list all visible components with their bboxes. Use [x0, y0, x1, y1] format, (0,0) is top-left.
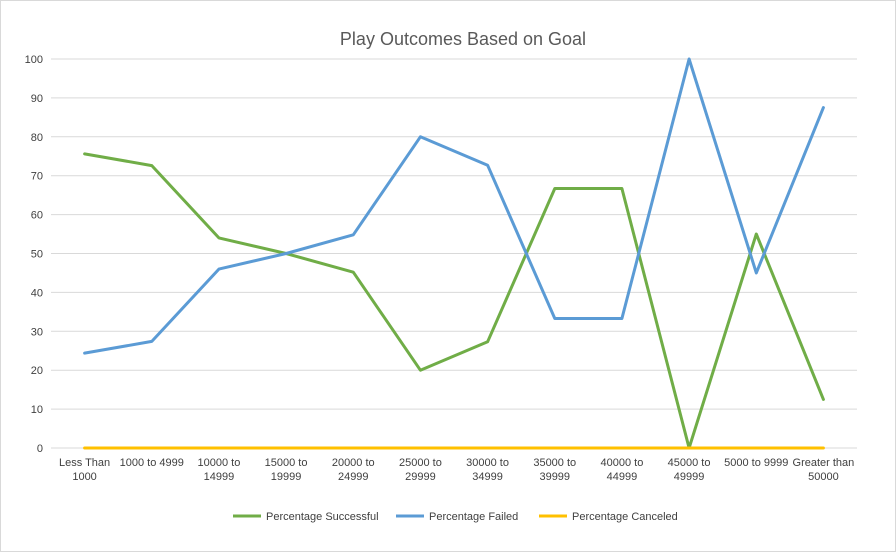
x-tick-label-line: 30000 to: [466, 457, 509, 469]
y-tick-label: 80: [31, 132, 43, 144]
legend-label: Percentage Canceled: [572, 511, 678, 523]
x-tick-label-line: 1000: [72, 471, 96, 483]
x-tick-label: 10000 to 14999: [198, 457, 241, 483]
x-tick-label: 30000 to 34999: [466, 457, 509, 483]
x-tick-label-line: 19999: [271, 471, 302, 483]
x-tick-label-line: 29999: [405, 471, 436, 483]
x-tick-label-line: 39999: [539, 471, 570, 483]
x-tick-label-line: 5000 to 9999: [724, 457, 788, 469]
y-tick-label: 60: [31, 210, 43, 222]
x-tick-label-line: 14999: [204, 471, 235, 483]
x-tick-label-line: 24999: [338, 471, 369, 483]
x-tick-label: Greater than 50000: [793, 457, 855, 483]
series-lines: [83, 57, 825, 450]
y-tick-label: 100: [25, 54, 43, 66]
x-tick-label-line: 40000 to: [601, 457, 644, 469]
y-tick-label: 50: [31, 249, 43, 261]
x-tick-label: 45000 to 49999: [668, 457, 711, 483]
x-tick-label-line: 1000 to 4999: [120, 457, 184, 469]
y-tick-label: 20: [31, 365, 43, 377]
y-tick-label: 0: [37, 443, 43, 455]
gridlines: [51, 58, 857, 449]
x-axis: Less Than 1000 1000 to 4999 10000 to 14999 15…: [59, 457, 854, 483]
x-tick-label-line: 44999: [607, 471, 638, 483]
x-tick-label-line: 25000 to: [399, 457, 442, 469]
x-tick-label: 5000 to 9999: [724, 457, 788, 469]
x-tick-label: 15000 to 19999: [265, 457, 308, 483]
x-tick-label: 20000 to 24999: [332, 457, 375, 483]
y-tick-label: 90: [31, 93, 43, 105]
x-tick-label-line: 49999: [674, 471, 705, 483]
legend-label: Percentage Successful: [266, 511, 379, 523]
x-tick-label-line: 50000: [808, 471, 839, 483]
x-tick-label: 1000 to 4999: [120, 457, 184, 469]
x-tick-label-line: Less Than: [59, 457, 110, 469]
x-tick-label-line: 34999: [472, 471, 503, 483]
x-tick-label-line: 45000 to: [668, 457, 711, 469]
series-line-0: [83, 152, 825, 450]
y-tick-label: 40: [31, 287, 43, 299]
legend: Percentage Successful Percentage Failed Pe…: [233, 511, 678, 523]
x-tick-label-line: 10000 to: [198, 457, 241, 469]
x-tick-label-line: 35000 to: [533, 457, 576, 469]
x-tick-label-line: Greater than: [793, 457, 855, 469]
chart-title: Play Outcomes Based on Goal: [340, 29, 586, 49]
x-tick-label-line: 15000 to: [265, 457, 308, 469]
x-tick-label: 40000 to 44999: [601, 457, 644, 483]
y-tick-label: 30: [31, 326, 43, 338]
x-tick-label: Less Than 1000: [59, 457, 110, 483]
legend-label: Percentage Failed: [429, 511, 518, 523]
x-tick-label: 35000 to 39999: [533, 457, 576, 483]
x-tick-label-line: 20000 to: [332, 457, 375, 469]
y-tick-label: 70: [31, 171, 43, 183]
y-tick-label: 10: [31, 404, 43, 416]
series-line-1: [83, 57, 825, 355]
x-tick-label: 25000 to 29999: [399, 457, 442, 483]
y-axis: 0 10 20 30 40 50 60 70 80 90 100: [25, 54, 43, 455]
